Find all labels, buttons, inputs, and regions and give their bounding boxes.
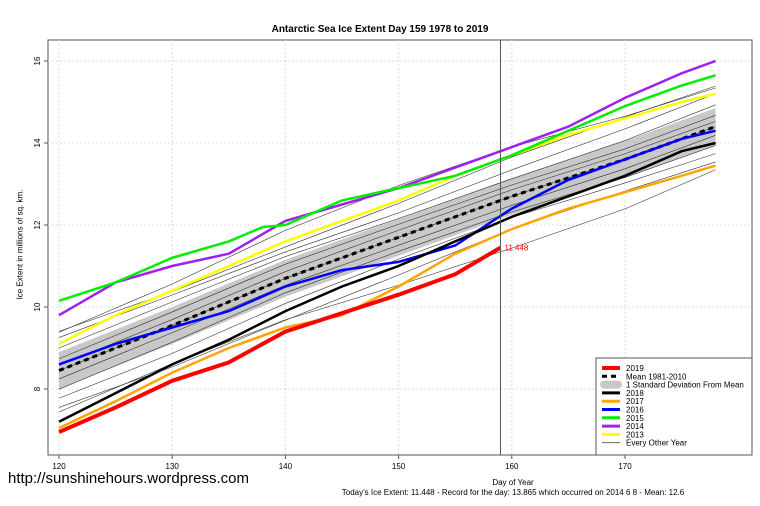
series-line-2015	[58, 74, 716, 303]
source-url: http://sunshinehours.wordpress.com	[8, 470, 249, 487]
legend-label: Mean 1981-2010	[626, 372, 687, 381]
legend-swatch	[600, 380, 622, 389]
legend-label: 2017	[626, 397, 644, 406]
x-tick-label: 160	[505, 462, 519, 471]
legend-label: Every Other Year	[626, 439, 687, 448]
other-year-line	[58, 145, 716, 390]
legend-label: 2014	[626, 422, 644, 431]
x-tick-label: 170	[618, 462, 632, 471]
y-tick-label: 10	[33, 302, 42, 311]
plot-frame	[47, 39, 753, 456]
series-line-2019	[58, 245, 502, 434]
other-year-line	[58, 115, 716, 360]
series-line-2016	[58, 129, 716, 366]
x-tick-label: 120	[52, 462, 66, 471]
y-tick-label: 12	[33, 220, 42, 229]
chart-title: Antarctic Sea Ice Extent Day 159 1978 to…	[271, 24, 489, 35]
other-year-line	[58, 121, 716, 366]
legend-label: 2018	[626, 389, 644, 398]
sd-band	[59, 108, 716, 390]
y-tick-label: 14	[33, 138, 42, 147]
legend-label: 2015	[626, 414, 644, 423]
legend-label: 2013	[626, 430, 644, 439]
other-year-line	[58, 104, 716, 349]
legend-label: 2016	[626, 406, 644, 415]
series-line-2017	[58, 164, 716, 430]
y-axis-label: Ice Extent in millions of sq. km.	[15, 189, 25, 300]
series-line-2013	[58, 92, 716, 346]
other-year-line	[58, 87, 716, 333]
other-year-line	[58, 93, 716, 338]
current-value-label: 11.448	[504, 244, 528, 253]
y-tick-label: 8	[33, 386, 42, 391]
summary-text: Today's Ice Extent: 11.448 - Record for …	[341, 488, 685, 497]
other-year-line	[58, 85, 716, 332]
y-tick-label: 16	[33, 56, 42, 65]
other-year-line	[58, 135, 716, 380]
legend-label: 1 Standard Deviation From Mean	[626, 381, 744, 390]
x-tick-label: 150	[392, 462, 406, 471]
series-line-2014	[58, 59, 716, 317]
legend-box	[595, 357, 753, 456]
series-line-2018	[58, 141, 716, 423]
x-tick-label: 130	[166, 462, 180, 471]
x-tick-label: 140	[279, 462, 293, 471]
legend-label: 2019	[626, 364, 644, 373]
x-axis-label: Day of Year	[492, 478, 534, 487]
other-year-line	[58, 153, 716, 399]
